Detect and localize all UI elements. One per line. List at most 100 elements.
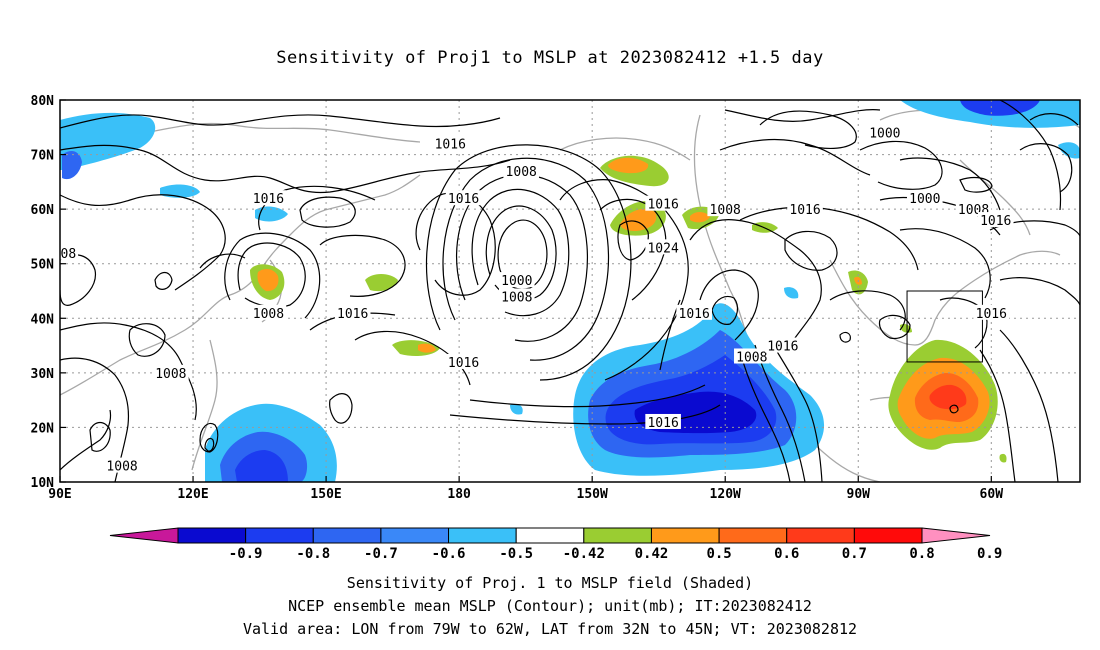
contour-label: 1016 <box>980 214 1011 229</box>
contour-label-bg <box>503 162 540 178</box>
lon-tick-label: 120W <box>710 487 741 502</box>
contour-label-bg <box>867 124 903 140</box>
contour-label-bg <box>734 348 770 364</box>
colorbar-label: 0.7 <box>842 546 867 562</box>
lat-tick-label: 10N <box>31 476 55 491</box>
contour-label: 1000 <box>501 274 532 289</box>
colorbar-label: -0.8 <box>296 546 330 562</box>
contour-label-bg <box>707 201 744 217</box>
colorbar-label: 0.42 <box>635 546 669 562</box>
lat-tick-label: 60N <box>31 203 55 218</box>
colorbar-swatch <box>177 527 247 544</box>
colorbar-swatch <box>583 527 652 544</box>
colorbar-label: -0.6 <box>432 546 466 562</box>
mslp-contours <box>60 100 1080 482</box>
colorbar-swatch <box>786 527 855 544</box>
lon-tick-label: 120E <box>177 487 208 502</box>
lat-tick-label: 30N <box>31 367 55 382</box>
colorbar-label: 0.9 <box>977 546 1002 562</box>
contour-label: 1008 <box>736 350 767 365</box>
contour-label: 1000 <box>869 127 900 142</box>
caption-contour: NCEP ensemble mean MSLP (Contour); unit(… <box>288 597 812 615</box>
contour-label-bg <box>432 135 469 151</box>
colorbar-label: 0.8 <box>909 546 934 562</box>
contour-label-bg <box>977 212 1014 228</box>
lat-tick-label: 70N <box>31 149 55 164</box>
colorbar-label: -0.5 <box>499 546 533 562</box>
lon-tick-label: 90W <box>847 487 871 502</box>
contour-label: 1016 <box>679 307 710 322</box>
contour-label-bg <box>334 304 371 320</box>
map-title: Sensitivity of Proj1 to MSLP at 20230824… <box>276 48 824 68</box>
colorbar-swatch <box>312 527 382 544</box>
contour-label: 1008 <box>501 290 532 305</box>
lon-tick-label: 150E <box>310 487 341 502</box>
contour-label-bg <box>104 457 140 473</box>
caption-valid-area: Valid area: LON from 79W to 62W, LAT fro… <box>242 620 858 638</box>
contour-label: 1024 <box>647 241 678 256</box>
map-frame <box>59 99 1081 483</box>
contour-label: 008 <box>53 247 76 262</box>
colorbar-high-triangle <box>921 527 991 544</box>
lon-tick-label: 90E <box>48 487 71 502</box>
contour-label-bg <box>445 353 482 369</box>
contour-label: 1016 <box>976 307 1007 322</box>
contour-label-bg <box>906 190 943 206</box>
contour-label-bg <box>445 190 482 206</box>
lon-tick-label: 150W <box>577 487 608 502</box>
valid-area-box <box>906 290 983 363</box>
contour-label-bg <box>498 288 535 304</box>
contour-label-bg <box>787 201 823 217</box>
contour-label-bg <box>645 239 681 255</box>
lon-tick-label: 180 <box>447 487 471 502</box>
contour-label: 1008 <box>506 165 537 180</box>
contour-label-bg <box>676 304 712 320</box>
contour-label: 1008 <box>253 307 284 322</box>
contour-label: 1008 <box>710 203 741 218</box>
contour-label: 1016 <box>253 192 284 207</box>
colorbar-label: 0.5 <box>706 546 731 562</box>
colorbar-swatch <box>853 527 923 544</box>
contour-label-bg <box>973 304 1010 320</box>
lat-tick-label: 80N <box>31 94 55 109</box>
contour-label: 1008 <box>106 460 137 475</box>
contour-label-bg <box>645 195 681 211</box>
colorbar-swatch <box>448 527 517 544</box>
contour-label: 1016 <box>337 307 368 322</box>
contour-label-bg <box>645 413 681 429</box>
lat-tick-label: 20N <box>31 421 55 436</box>
contour-label: 1016 <box>448 356 479 371</box>
contour-label-bg <box>250 190 287 206</box>
contour-label-bg <box>153 364 189 380</box>
colorbar-swatch <box>650 527 720 544</box>
contour-label-bg <box>765 337 801 353</box>
colorbar-swatch <box>380 527 450 544</box>
contour-label: 1016 <box>789 203 820 218</box>
lon-tick-label: 60W <box>980 487 1004 502</box>
latitude-axis: 80N 70N 60N 50N 40N 30N 20N 10N <box>31 94 66 491</box>
contour-label: 1016 <box>448 192 479 207</box>
sensitivity-shading <box>60 100 1080 482</box>
colorbar-swatch <box>245 527 314 544</box>
contour-label: 1016 <box>767 340 798 355</box>
contour-label-bg <box>250 304 287 320</box>
lat-tick-label: 40N <box>31 312 55 327</box>
contour-label: 1016 <box>647 198 678 213</box>
contour-label-bg <box>60 244 79 260</box>
colorbar-swatch <box>718 527 788 544</box>
contour-label: 1008 <box>155 367 186 382</box>
contour-label: 1016 <box>435 138 466 153</box>
contour-label: 1016 <box>647 416 678 431</box>
colorbar-swatch <box>515 527 585 544</box>
caption-shaded: Sensitivity of Proj. 1 to MSLP field (Sh… <box>346 574 754 592</box>
colorbar-label: -0.7 <box>364 546 398 562</box>
contour-label: 1000 <box>909 192 940 207</box>
colorbar-label: -0.42 <box>563 546 605 562</box>
contour-label-bg <box>498 272 535 288</box>
colorbar-low-triangle <box>109 527 179 544</box>
longitude-axis: 90E 120E 150E 180 150W 120W 90W 60W <box>48 476 1003 502</box>
lat-tick-label: 50N <box>31 258 55 273</box>
colorbar-label: -0.9 <box>229 546 263 562</box>
